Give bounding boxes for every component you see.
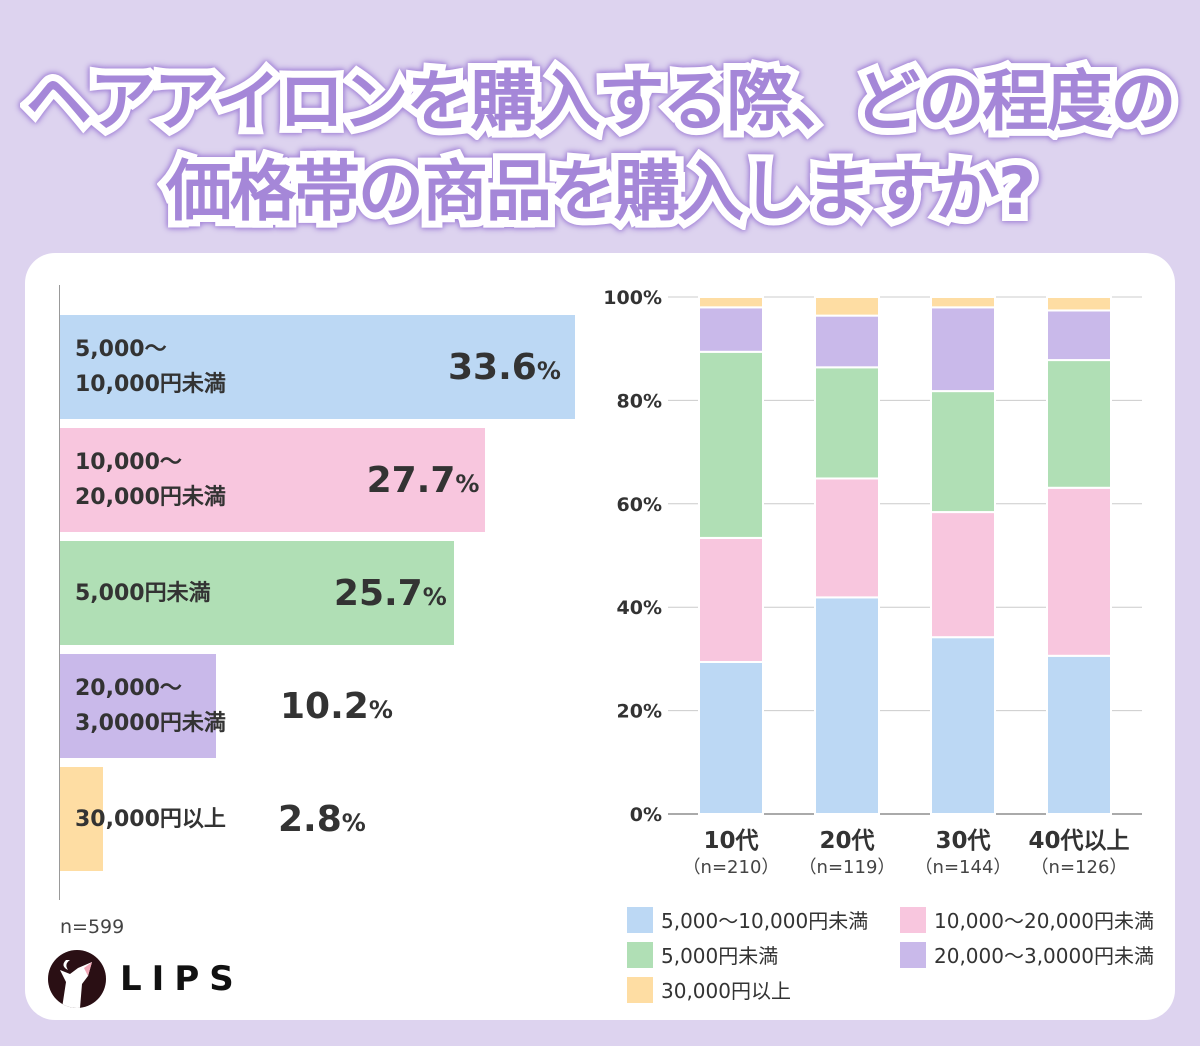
percent-unit: % xyxy=(368,696,393,724)
overall-axis xyxy=(59,285,60,900)
overall-bar-value: 27.7 xyxy=(366,460,456,501)
percent-unit: % xyxy=(422,583,447,611)
overall-bar xyxy=(60,767,103,871)
overall-bar xyxy=(60,654,217,758)
stacked-segment xyxy=(814,477,880,599)
stacked-segment xyxy=(930,296,996,309)
percent-unit: % xyxy=(455,470,480,498)
legend-swatch xyxy=(627,976,653,1003)
x-sample-size-label: （n=210） xyxy=(683,857,780,878)
stacked-segment xyxy=(698,661,764,816)
stacked-segment xyxy=(814,314,880,369)
x-sample-size-label: （n=119） xyxy=(799,857,896,878)
legend-swatch xyxy=(627,906,653,933)
title-line-2: 価格帯の商品を購入しますか? xyxy=(159,146,1043,237)
y-tick-label: 100% xyxy=(603,287,662,309)
stacked-segment xyxy=(814,596,880,816)
stacked-segment xyxy=(930,636,996,815)
logo-text: LIPS xyxy=(120,959,244,999)
stacked-segment xyxy=(814,366,880,480)
legend-label: 5,000〜10,000円未満 xyxy=(661,909,869,933)
y-tick-label: 60% xyxy=(617,494,662,516)
overall-value-label: 10.2% xyxy=(280,686,393,727)
stacked-segment xyxy=(698,536,764,664)
lips-logo: LIPS xyxy=(48,950,244,1008)
legend-item: 30,000円以上 xyxy=(627,975,791,1004)
legend-swatch xyxy=(900,941,926,968)
legend-label: 5,000円未満 xyxy=(661,944,779,968)
legend-item: 5,000円未満 xyxy=(627,940,778,969)
legend-item: 10,000〜20,000円未満 xyxy=(900,905,1154,934)
overall-bar-value: 10.2 xyxy=(280,686,369,727)
overall-bar xyxy=(60,541,454,645)
legend-label: 10,000〜20,000円未満 xyxy=(934,909,1154,933)
y-tick-label: 0% xyxy=(630,804,662,826)
legend-swatch xyxy=(627,941,653,968)
overall-bar-label: 5,000〜 10,000円未満 xyxy=(75,337,226,397)
legend-label: 30,000円以上 xyxy=(661,979,791,1003)
overall-bar xyxy=(60,315,575,419)
stacked-segment xyxy=(930,511,996,639)
stacked-segment xyxy=(1046,486,1112,657)
overall-bar-value: 33.6 xyxy=(448,347,537,388)
overall-bar-label: 10,000〜 20,000円未満 xyxy=(75,450,226,510)
overall-value-label: 33.6% xyxy=(448,347,561,388)
stacked-segment xyxy=(698,306,764,353)
legend-item: 20,000〜3,0000円未満 xyxy=(900,940,1154,969)
stacked-segment xyxy=(1046,359,1112,489)
percent-unit: % xyxy=(536,357,561,385)
percent-unit: % xyxy=(341,809,366,837)
stacked-segment xyxy=(698,296,764,309)
stacked-segment xyxy=(1046,309,1112,362)
title-line-1: ヘアアイロンを購入する際、どの程度の xyxy=(19,56,1184,147)
stacked-segment xyxy=(814,296,880,317)
x-category-label: 20代 xyxy=(819,828,874,854)
overall-value-label: 27.7% xyxy=(367,460,480,501)
overall-bar-value: 25.7 xyxy=(333,573,423,614)
legend-label: 20,000〜3,0000円未満 xyxy=(934,944,1154,968)
stacked-segment xyxy=(1046,654,1112,815)
x-category-label: 40代以上 xyxy=(1028,828,1129,854)
overall-bar-label: 20,000〜 3,0000円未満 xyxy=(75,676,226,736)
legend-swatch xyxy=(900,906,926,933)
stacked-bar-chart: 0% 20% 40% 60% 80% 100% 10代 （n=210） 20代 （n=119） 30… xyxy=(603,287,1142,878)
overall-bar-label: 5,000円未満 xyxy=(75,580,211,606)
overall-value-label: 25.7% xyxy=(334,573,447,614)
y-tick-label: 40% xyxy=(617,597,662,619)
stacked-segment xyxy=(930,306,996,393)
overall-bar-label: 30,000円以上 xyxy=(75,806,226,832)
y-tick-label: 80% xyxy=(617,390,662,412)
deer-logo-icon xyxy=(48,950,106,1008)
x-sample-size-label: （n=126） xyxy=(1031,857,1128,878)
stacked-segment xyxy=(930,390,996,514)
legend-item: 5,000〜10,000円未満 xyxy=(627,905,868,934)
x-sample-size-label: （n=144） xyxy=(915,857,1012,878)
stacked-segment xyxy=(698,350,764,539)
stacked-segment xyxy=(1046,296,1112,312)
overall-bar xyxy=(60,428,485,532)
sample-size: n=599 xyxy=(60,916,125,938)
overall-bar-value: 2.8 xyxy=(278,799,342,840)
x-category-label: 10代 xyxy=(703,828,758,854)
x-category-label: 30代 xyxy=(935,828,990,854)
overall-value-label: 2.8% xyxy=(278,799,366,840)
y-tick-label: 20% xyxy=(617,701,662,723)
